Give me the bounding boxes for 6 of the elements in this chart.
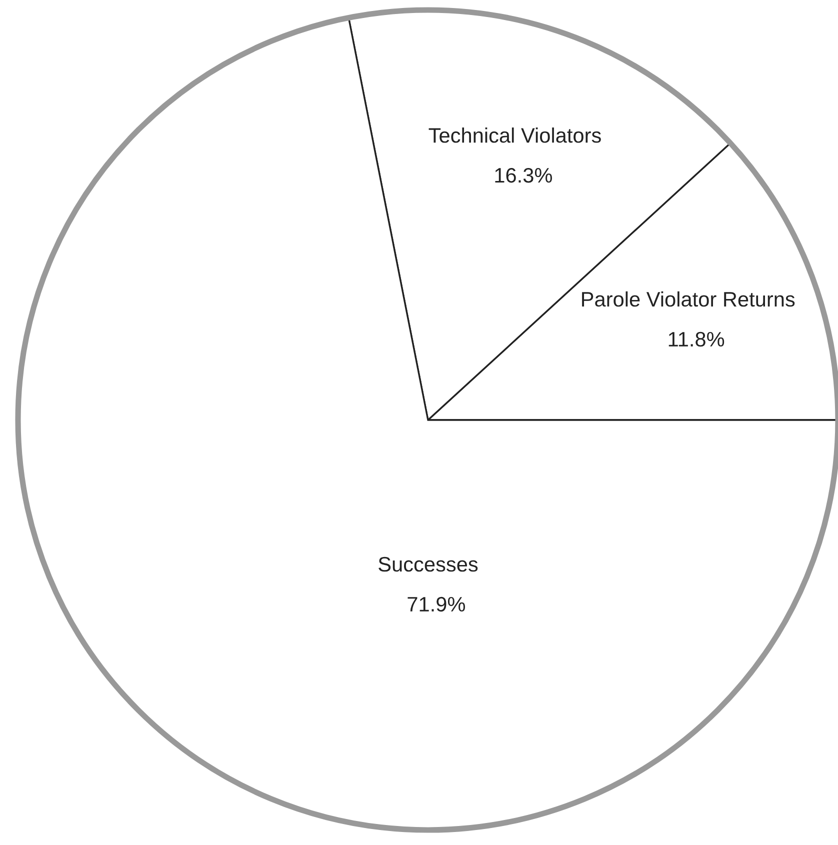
slice-label: Parole Violator Returns (582, 291, 795, 307)
slice-label: Successes (378, 556, 478, 572)
data-label: 11.8% (668, 332, 724, 347)
slice-label: Technical Violators (428, 127, 601, 143)
data-label: 16.3% (495, 168, 552, 183)
data-label: 71.9% (408, 596, 465, 612)
